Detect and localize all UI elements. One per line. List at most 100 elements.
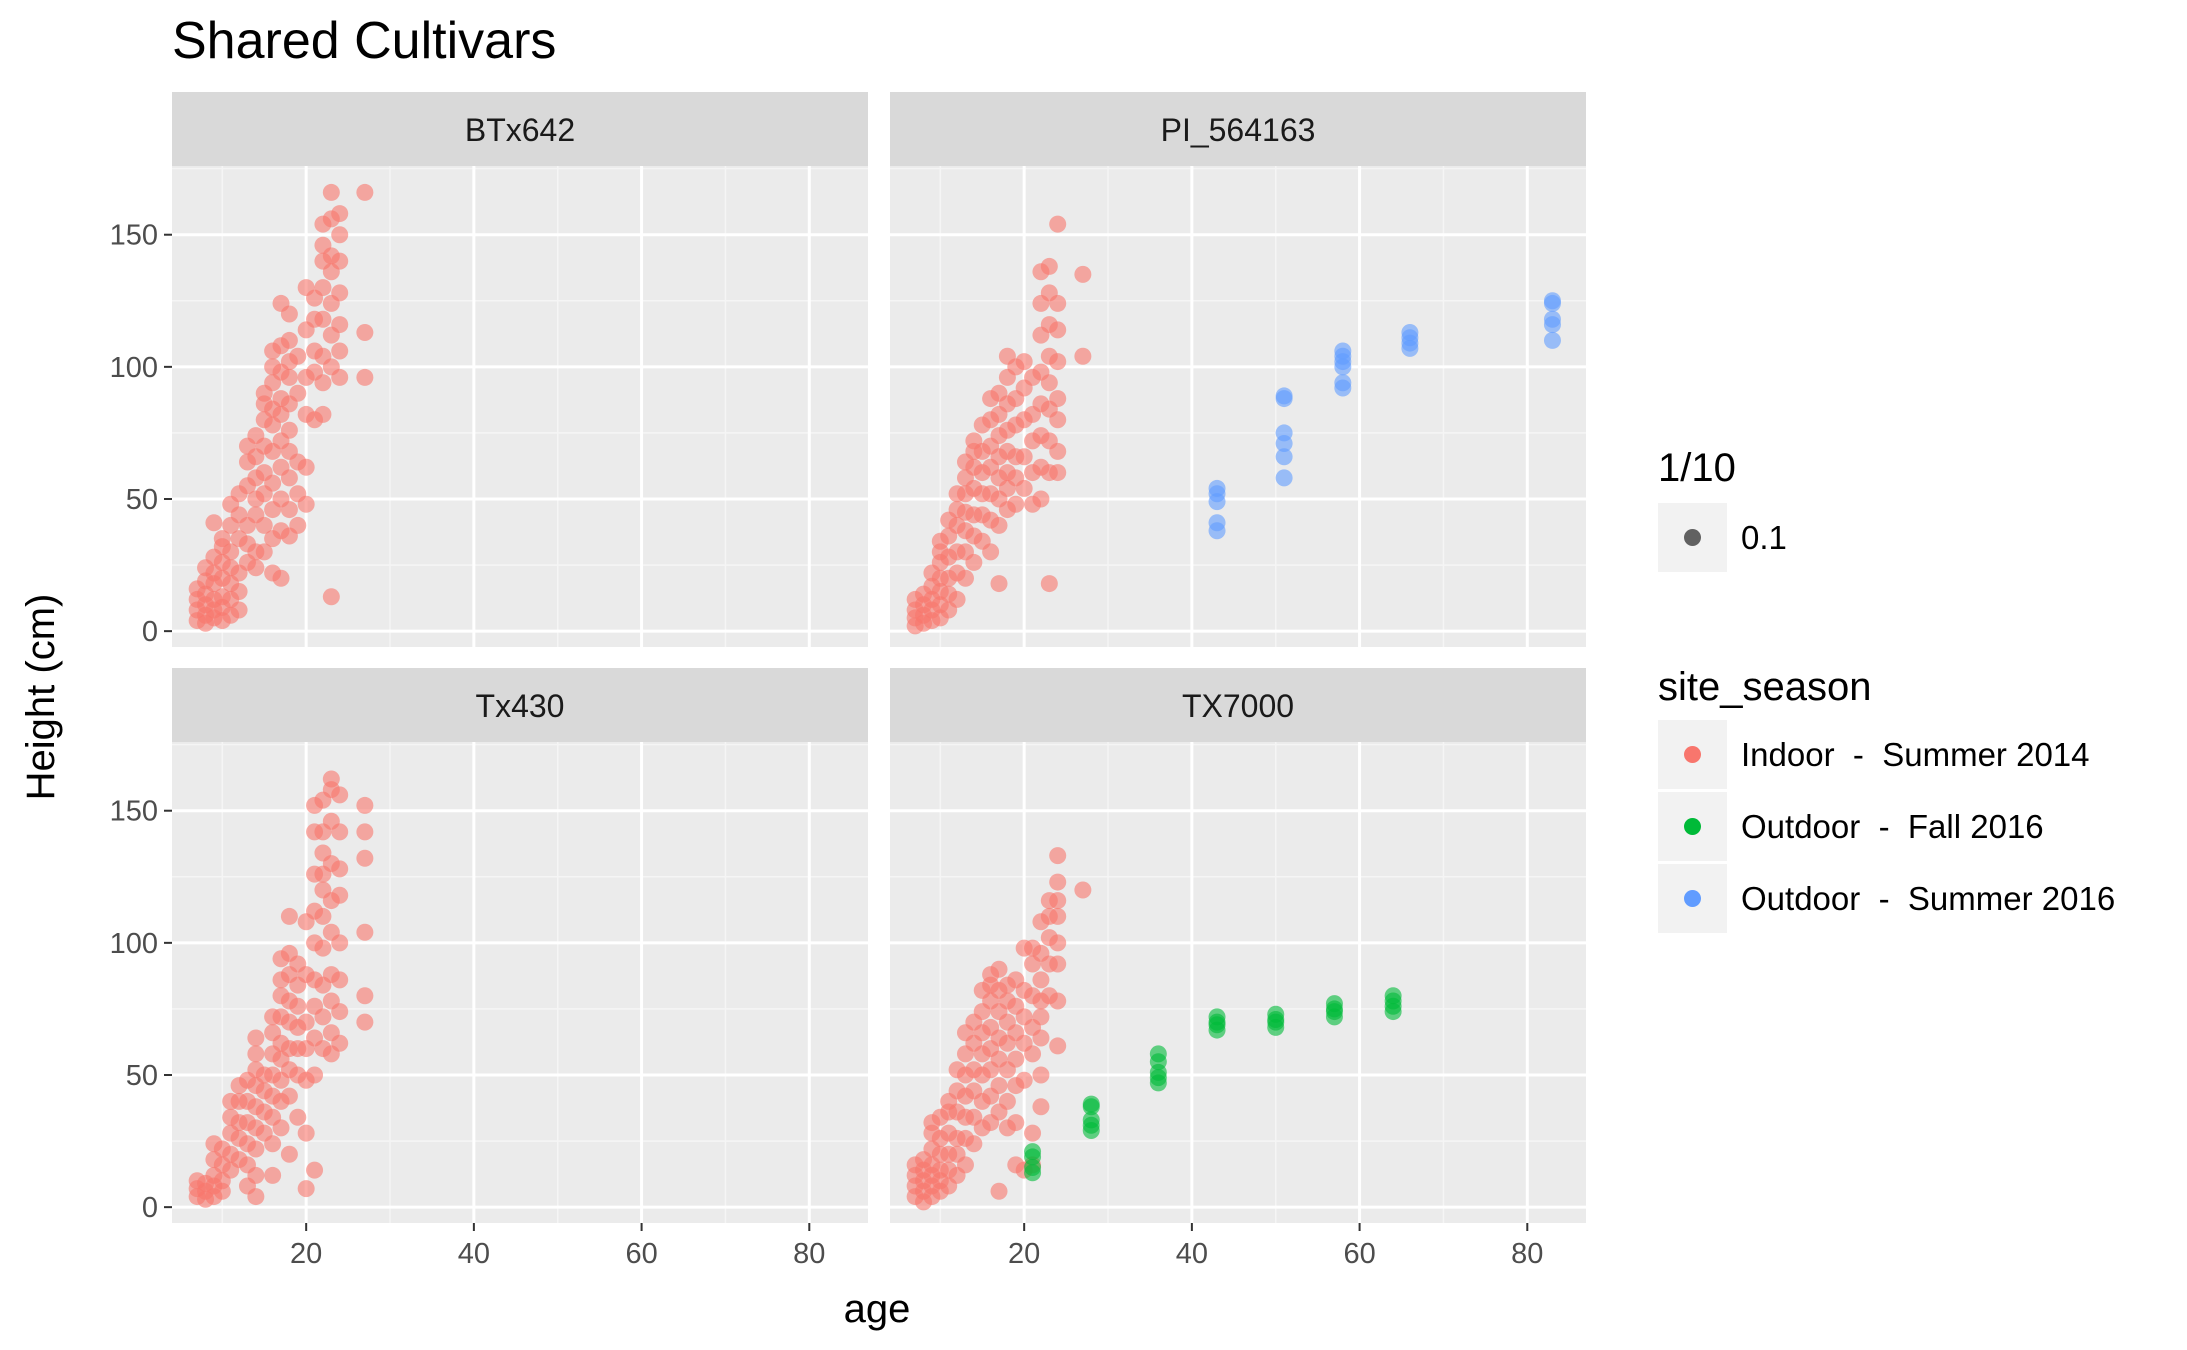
data-point: [1049, 390, 1067, 408]
facet-panels: BTx642 PI_564163 Tx430 TX7000: [172, 92, 1586, 1223]
data-point: [1032, 1098, 1050, 1116]
data-point: [356, 796, 374, 814]
data-point: [289, 384, 307, 402]
data-point: [1543, 331, 1561, 349]
data-point: [1401, 324, 1419, 341]
data-point: [1082, 1111, 1100, 1129]
data-point: [1208, 479, 1226, 497]
chart-title: Shared Cultivars: [172, 12, 556, 70]
legend-swatch: [1684, 746, 1701, 763]
facet-panel: TX7000: [890, 668, 1586, 1223]
data-point: [990, 575, 1008, 593]
facet-strip-label: TX7000: [1182, 688, 1294, 724]
data-point: [1267, 1005, 1285, 1023]
data-point: [1049, 1037, 1067, 1055]
facet-panel: Tx430: [172, 668, 868, 1223]
data-point: [356, 368, 374, 386]
data-point: [1325, 995, 1343, 1013]
y-tick-label: 0: [142, 1192, 158, 1224]
legend: 1/100.1 site_season Indoor - Summer 2014 Ou…: [1658, 446, 2115, 933]
legend-title: site_season: [1658, 665, 1871, 709]
data-point: [314, 310, 332, 328]
data-point: [356, 923, 374, 941]
facet-strip-label: BTx642: [465, 112, 575, 148]
data-point: [331, 934, 349, 952]
data-point: [1040, 575, 1058, 593]
data-point: [1007, 1114, 1025, 1132]
data-point: [280, 331, 298, 349]
data-point: [297, 1013, 315, 1031]
data-point: [297, 495, 315, 513]
x-tick-label: 20: [290, 1238, 322, 1270]
facet-panel: PI_564163: [890, 92, 1586, 647]
data-point: [356, 823, 374, 841]
data-point: [314, 907, 332, 925]
data-point: [356, 987, 374, 1005]
data-point: [1032, 1029, 1050, 1047]
data-point: [289, 516, 307, 534]
x-axis-title: age: [844, 1287, 911, 1331]
data-point: [1074, 347, 1092, 365]
data-point: [356, 1013, 374, 1031]
data-point: [1275, 448, 1293, 466]
data-point: [982, 543, 1000, 561]
data-point: [1049, 992, 1067, 1010]
data-point: [1049, 847, 1067, 865]
data-point: [289, 347, 307, 365]
x-tick-label: 60: [1343, 1238, 1375, 1270]
data-point: [956, 1156, 974, 1174]
data-point: [247, 1188, 265, 1206]
data-point: [331, 368, 349, 386]
data-point: [213, 530, 231, 548]
data-point: [1049, 294, 1067, 312]
data-point: [1049, 411, 1067, 429]
data-point: [264, 1135, 282, 1153]
data-point: [322, 588, 340, 606]
data-point: [280, 1087, 298, 1105]
data-point: [280, 368, 298, 386]
legend-swatch: [1684, 818, 1701, 835]
data-point: [1040, 257, 1058, 275]
data-point: [356, 849, 374, 867]
data-point: [956, 569, 974, 587]
data-point: [1543, 310, 1561, 328]
data-point: [965, 1135, 983, 1153]
y-axis: 0 50 100 150 0 50 100 150: [110, 220, 172, 1224]
data-point: [1334, 342, 1352, 360]
data-point: [1049, 353, 1067, 371]
data-point: [1032, 1008, 1050, 1026]
data-point: [990, 1182, 1008, 1200]
data-point: [264, 474, 282, 492]
y-tick-label: 100: [110, 352, 158, 384]
data-point: [306, 1161, 324, 1179]
data-point: [331, 252, 349, 270]
data-point: [280, 469, 298, 487]
data-point: [990, 960, 1008, 978]
data-point: [230, 601, 248, 619]
facet-strip-label: Tx430: [476, 688, 565, 724]
data-point: [222, 543, 240, 561]
data-point: [998, 1092, 1016, 1110]
legend-label: 0.1: [1741, 519, 1787, 556]
y-tick-label: 100: [110, 928, 158, 960]
data-point: [272, 1119, 290, 1137]
facet-strip: [890, 92, 1586, 166]
data-point: [1049, 907, 1067, 925]
data-point: [331, 971, 349, 989]
data-point: [1275, 387, 1293, 405]
data-point: [297, 1124, 315, 1142]
data-point: [1049, 321, 1067, 339]
data-point: [331, 1003, 349, 1021]
data-point: [331, 786, 349, 804]
legend-swatch: [1684, 890, 1701, 907]
data-point: [280, 501, 298, 519]
data-point: [314, 405, 332, 423]
data-point: [264, 1166, 282, 1184]
data-point: [230, 583, 248, 600]
data-point: [1049, 464, 1067, 482]
data-point: [1049, 934, 1067, 952]
data-point: [1275, 469, 1293, 487]
data-point: [322, 183, 340, 201]
data-point: [289, 997, 307, 1015]
